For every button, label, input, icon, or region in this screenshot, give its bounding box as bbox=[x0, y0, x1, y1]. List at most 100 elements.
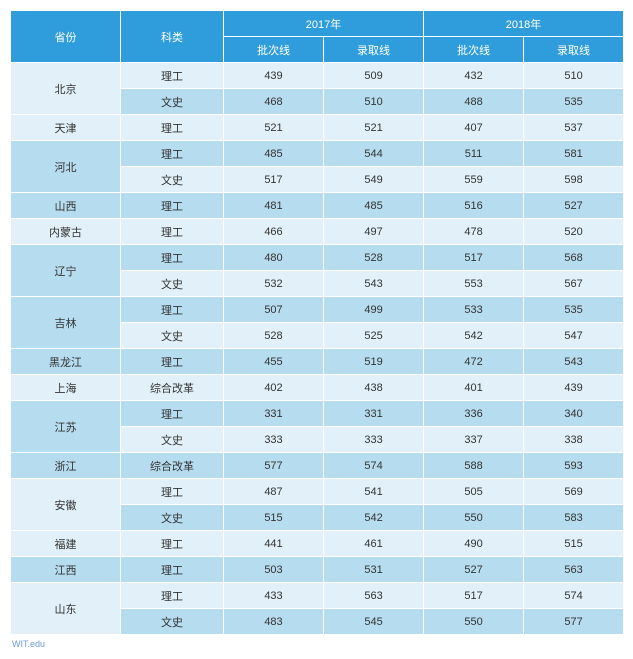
batch-2017-cell: 517 bbox=[224, 167, 324, 193]
admit-2018-cell: 577 bbox=[524, 609, 624, 635]
province-cell: 北京 bbox=[11, 63, 121, 115]
category-cell: 理工 bbox=[121, 245, 224, 271]
admit-2018-cell: 535 bbox=[524, 89, 624, 115]
admit-2018-cell: 568 bbox=[524, 245, 624, 271]
table-header: 省份 科类 2017年 2018年 批次线 录取线 批次线 录取线 bbox=[11, 11, 624, 63]
admit-2018-cell: 569 bbox=[524, 479, 624, 505]
batch-2018-cell: 478 bbox=[424, 219, 524, 245]
table-row: 河北理工485544511581 bbox=[11, 141, 624, 167]
batch-2018-cell: 533 bbox=[424, 297, 524, 323]
admit-2018-cell: 574 bbox=[524, 583, 624, 609]
table-row: 山西理工481485516527 bbox=[11, 193, 624, 219]
category-cell: 文史 bbox=[121, 609, 224, 635]
batch-2018-cell: 550 bbox=[424, 505, 524, 531]
admit-2017-cell: 333 bbox=[324, 427, 424, 453]
table-row: 江苏理工331331336340 bbox=[11, 401, 624, 427]
batch-2017-cell: 577 bbox=[224, 453, 324, 479]
table-row: 内蒙古理工466497478520 bbox=[11, 219, 624, 245]
admit-2017-cell: 563 bbox=[324, 583, 424, 609]
batch-2018-cell: 542 bbox=[424, 323, 524, 349]
admit-2018-cell: 581 bbox=[524, 141, 624, 167]
admit-2017-cell: 499 bbox=[324, 297, 424, 323]
admit-2017-cell: 543 bbox=[324, 271, 424, 297]
admit-2018-cell: 439 bbox=[524, 375, 624, 401]
table-row: 吉林理工507499533535 bbox=[11, 297, 624, 323]
category-cell: 文史 bbox=[121, 167, 224, 193]
category-cell: 文史 bbox=[121, 271, 224, 297]
batch-2017-cell: 455 bbox=[224, 349, 324, 375]
admit-2018-cell: 543 bbox=[524, 349, 624, 375]
province-cell: 安徽 bbox=[11, 479, 121, 531]
batch-2018-cell: 527 bbox=[424, 557, 524, 583]
province-cell: 浙江 bbox=[11, 453, 121, 479]
batch-2017-cell: 333 bbox=[224, 427, 324, 453]
admit-2018-cell: 340 bbox=[524, 401, 624, 427]
admit-2017-cell: 528 bbox=[324, 245, 424, 271]
header-batch-2018: 批次线 bbox=[424, 37, 524, 63]
table-body: 北京理工439509432510文史468510488535天津理工521521… bbox=[11, 63, 624, 635]
province-cell: 上海 bbox=[11, 375, 121, 401]
batch-2017-cell: 532 bbox=[224, 271, 324, 297]
batch-2017-cell: 433 bbox=[224, 583, 324, 609]
admit-2018-cell: 593 bbox=[524, 453, 624, 479]
admit-2018-cell: 583 bbox=[524, 505, 624, 531]
table-row: 黑龙江理工455519472543 bbox=[11, 349, 624, 375]
admit-2017-cell: 545 bbox=[324, 609, 424, 635]
batch-2018-cell: 336 bbox=[424, 401, 524, 427]
admit-2017-cell: 438 bbox=[324, 375, 424, 401]
batch-2017-cell: 503 bbox=[224, 557, 324, 583]
category-cell: 理工 bbox=[121, 115, 224, 141]
category-cell: 文史 bbox=[121, 505, 224, 531]
admit-2018-cell: 547 bbox=[524, 323, 624, 349]
batch-2017-cell: 480 bbox=[224, 245, 324, 271]
province-cell: 吉林 bbox=[11, 297, 121, 349]
province-cell: 山西 bbox=[11, 193, 121, 219]
table-row: 辽宁理工480528517568 bbox=[11, 245, 624, 271]
category-cell: 综合改革 bbox=[121, 375, 224, 401]
admit-2018-cell: 515 bbox=[524, 531, 624, 557]
admit-2017-cell: 541 bbox=[324, 479, 424, 505]
batch-2017-cell: 481 bbox=[224, 193, 324, 219]
admit-2018-cell: 520 bbox=[524, 219, 624, 245]
category-cell: 理工 bbox=[121, 219, 224, 245]
province-cell: 天津 bbox=[11, 115, 121, 141]
category-cell: 理工 bbox=[121, 63, 224, 89]
table-row: 安徽理工487541505569 bbox=[11, 479, 624, 505]
admit-2017-cell: 485 bbox=[324, 193, 424, 219]
admit-2017-cell: 331 bbox=[324, 401, 424, 427]
admit-2017-cell: 542 bbox=[324, 505, 424, 531]
admit-2018-cell: 510 bbox=[524, 63, 624, 89]
header-batch-2017: 批次线 bbox=[224, 37, 324, 63]
admit-2017-cell: 549 bbox=[324, 167, 424, 193]
batch-2017-cell: 483 bbox=[224, 609, 324, 635]
category-cell: 文史 bbox=[121, 89, 224, 115]
batch-2018-cell: 517 bbox=[424, 583, 524, 609]
batch-2018-cell: 432 bbox=[424, 63, 524, 89]
header-year-2017: 2017年 bbox=[224, 11, 424, 37]
category-cell: 理工 bbox=[121, 479, 224, 505]
category-cell: 理工 bbox=[121, 349, 224, 375]
admit-2018-cell: 567 bbox=[524, 271, 624, 297]
batch-2018-cell: 490 bbox=[424, 531, 524, 557]
admit-2018-cell: 338 bbox=[524, 427, 624, 453]
category-cell: 理工 bbox=[121, 297, 224, 323]
province-cell: 内蒙古 bbox=[11, 219, 121, 245]
batch-2018-cell: 559 bbox=[424, 167, 524, 193]
admit-2017-cell: 521 bbox=[324, 115, 424, 141]
batch-2017-cell: 521 bbox=[224, 115, 324, 141]
batch-2017-cell: 402 bbox=[224, 375, 324, 401]
header-admit-2018: 录取线 bbox=[524, 37, 624, 63]
province-cell: 河北 bbox=[11, 141, 121, 193]
batch-2018-cell: 488 bbox=[424, 89, 524, 115]
batch-2017-cell: 515 bbox=[224, 505, 324, 531]
province-cell: 江西 bbox=[11, 557, 121, 583]
header-year-2018: 2018年 bbox=[424, 11, 624, 37]
batch-2017-cell: 466 bbox=[224, 219, 324, 245]
admit-2018-cell: 563 bbox=[524, 557, 624, 583]
admit-2017-cell: 525 bbox=[324, 323, 424, 349]
batch-2017-cell: 507 bbox=[224, 297, 324, 323]
admit-2017-cell: 510 bbox=[324, 89, 424, 115]
batch-2018-cell: 407 bbox=[424, 115, 524, 141]
category-cell: 理工 bbox=[121, 583, 224, 609]
admit-2017-cell: 461 bbox=[324, 531, 424, 557]
